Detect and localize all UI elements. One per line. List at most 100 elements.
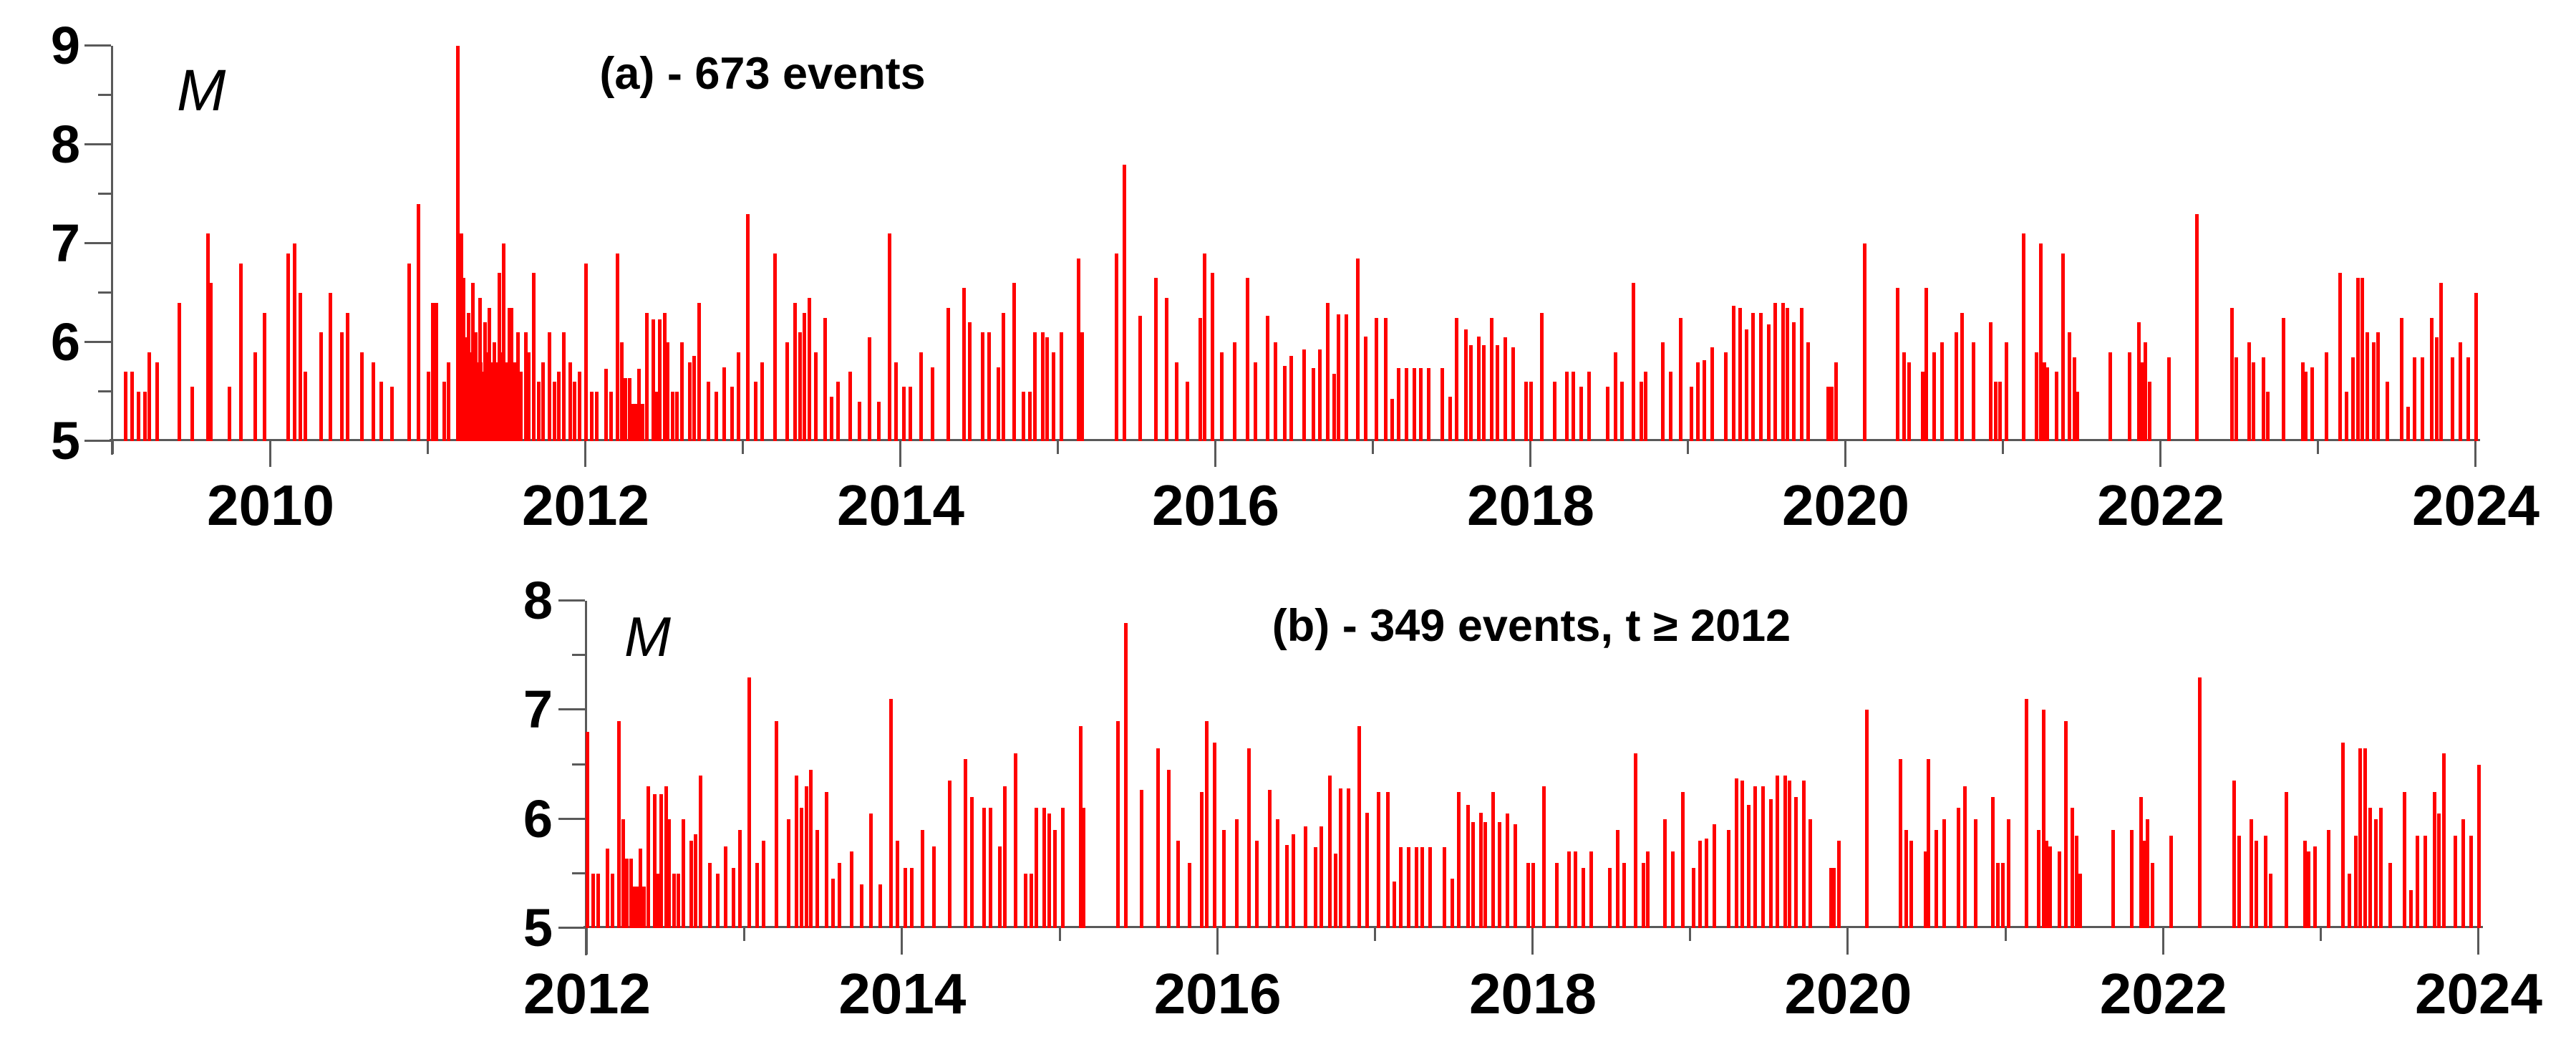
event-bar	[774, 720, 778, 928]
event-bar	[2063, 720, 2068, 928]
event-bar	[2034, 352, 2038, 441]
event-bar	[868, 814, 873, 928]
event-bar	[946, 307, 950, 441]
event-bar	[1080, 332, 1084, 441]
x-major-tick	[584, 441, 586, 467]
event-bar	[577, 372, 581, 441]
x-tick-label: 2020	[1782, 473, 1909, 537]
event-bar	[738, 829, 742, 928]
event-bar	[2055, 372, 2059, 441]
event-bar	[679, 342, 684, 441]
event-bar	[1698, 841, 1702, 928]
event-bar	[1799, 307, 1803, 441]
event-bar	[1761, 786, 1765, 928]
event-bar	[1954, 332, 1958, 441]
event-bar	[1644, 372, 1648, 441]
y-major-tick	[84, 341, 111, 343]
event-bar	[2368, 808, 2372, 928]
event-bar	[552, 382, 556, 441]
panel-a-ylabel-M: M	[177, 58, 226, 123]
x-minor-tick	[1372, 441, 1374, 454]
event-bar	[969, 797, 974, 928]
event-bar	[1909, 841, 1913, 928]
event-bar	[1581, 868, 1585, 928]
event-bar	[670, 392, 674, 441]
event-bar	[2420, 357, 2424, 441]
event-bar	[1834, 362, 1839, 441]
event-bar	[615, 253, 619, 441]
event-bar	[947, 781, 952, 928]
event-bar	[497, 273, 501, 441]
event-bar	[1418, 367, 1423, 441]
event-bar	[1614, 352, 1618, 441]
event-bar	[1695, 362, 1700, 441]
event-bar	[2313, 846, 2317, 928]
event-bar	[591, 873, 596, 928]
event-bar	[1396, 367, 1400, 441]
event-bar	[1661, 342, 1665, 441]
event-bar	[901, 387, 906, 441]
event-bar	[804, 786, 808, 928]
event-bar	[1002, 786, 1007, 928]
event-bar	[754, 382, 758, 441]
event-bar	[1289, 356, 1294, 441]
event-bar	[815, 829, 819, 928]
x-minor-tick	[1373, 928, 1376, 941]
event-bar	[1045, 337, 1050, 441]
event-bar	[1211, 273, 1215, 441]
event-bar	[645, 312, 649, 441]
event-bar	[1904, 829, 1909, 928]
event-bar	[1794, 797, 1798, 928]
event-bar	[2042, 362, 2046, 441]
event-bar	[1390, 398, 1394, 441]
event-bar	[1504, 337, 1508, 441]
event-bar	[2474, 293, 2478, 441]
event-bar	[1766, 324, 1771, 441]
event-bar	[762, 841, 766, 928]
event-bar	[1274, 342, 1278, 441]
event-bar	[1712, 824, 1716, 928]
event-bar	[692, 356, 697, 441]
event-bar	[689, 841, 693, 928]
event-bar	[1332, 374, 1336, 441]
event-bar	[1346, 788, 1350, 928]
event-bar	[2355, 278, 2360, 441]
y-major-tick	[84, 143, 111, 145]
event-bar	[2078, 873, 2082, 928]
event-bar	[730, 387, 735, 441]
event-bar	[1829, 868, 1833, 928]
event-bar	[1077, 258, 1081, 441]
event-bar	[1781, 302, 1785, 441]
event-bar	[624, 858, 629, 928]
event-bar	[980, 332, 984, 441]
event-bar	[1802, 781, 1806, 928]
event-bar	[502, 243, 506, 441]
event-bar	[1680, 791, 1685, 928]
y-tick-label: 6	[523, 788, 553, 849]
event-bar	[208, 283, 213, 441]
event-bar	[1338, 788, 1342, 928]
event-bar	[2461, 819, 2465, 928]
event-bar	[998, 846, 1002, 928]
event-bar	[987, 332, 991, 441]
event-bar	[634, 403, 638, 441]
event-bar	[1040, 332, 1045, 441]
y-major-tick	[84, 242, 111, 244]
event-bar	[803, 312, 807, 441]
event-bar	[1392, 881, 1396, 928]
event-bar	[2004, 342, 2008, 441]
event-bar	[2146, 819, 2150, 928]
event-bar	[1832, 868, 1836, 928]
event-bar	[1032, 332, 1037, 441]
event-bar	[2341, 743, 2345, 928]
event-bar	[2041, 710, 2045, 928]
event-bar	[2450, 357, 2454, 441]
event-bar	[434, 302, 438, 441]
event-bar	[1622, 862, 1627, 928]
event-bar	[262, 312, 266, 441]
event-bar	[2442, 753, 2446, 928]
event-bar	[1747, 804, 1751, 928]
event-bar	[2229, 307, 2234, 441]
event-bar	[1641, 862, 1645, 928]
event-bar	[2466, 357, 2470, 441]
